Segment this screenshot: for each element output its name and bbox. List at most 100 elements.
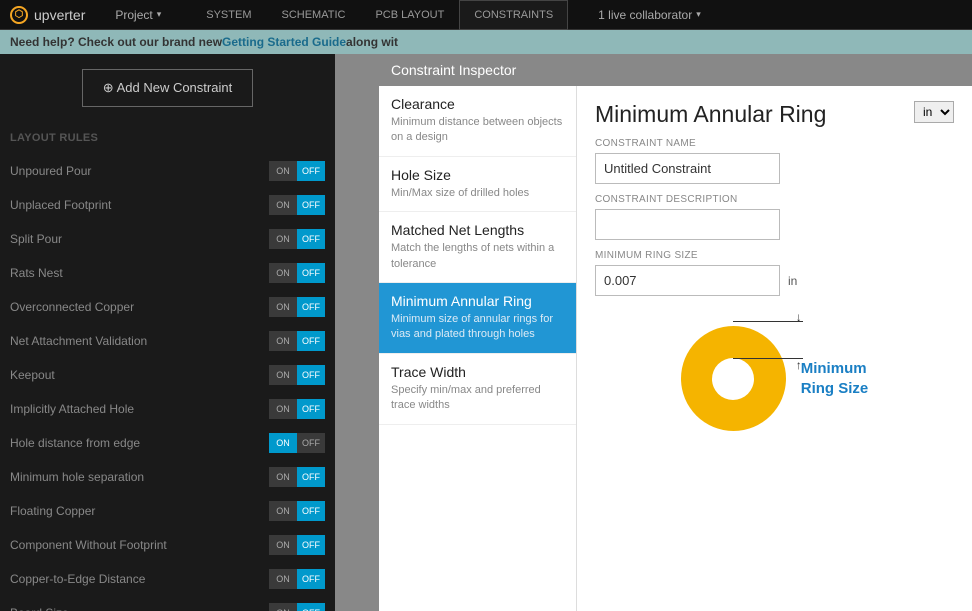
collaborator-dropdown[interactable]: 1 live collaborator ▾ [598, 8, 701, 22]
min-ring-size-input[interactable] [595, 265, 780, 296]
toggle-group: ONOFF [269, 535, 325, 555]
toggle-on[interactable]: ON [269, 501, 297, 521]
logo[interactable]: ⬡ upverter [10, 6, 85, 24]
rule-row: Hole distance from edge ONOFF [10, 426, 325, 460]
toggle-off[interactable]: OFF [297, 399, 325, 419]
toggle-on[interactable]: ON [269, 535, 297, 555]
toggle-off[interactable]: OFF [297, 331, 325, 351]
toggle-on[interactable]: ON [269, 195, 297, 215]
rule-row: Floating CopperONOFF [10, 494, 325, 528]
constraint-type-item[interactable]: Minimum Annular RingMinimum size of annu… [379, 283, 576, 354]
nav-tab-pcb-layout[interactable]: PCB LAYOUT [360, 0, 459, 30]
rule-label: Board Size [10, 606, 69, 611]
section-title: LAYOUT RULES [10, 132, 325, 144]
toggle-on[interactable]: ON [269, 365, 297, 385]
desc-label: CONSTRAINT DESCRIPTION [595, 194, 954, 205]
toggle-on[interactable]: ON [269, 331, 297, 351]
add-constraint-button[interactable]: Add New Constraint [82, 69, 253, 107]
rule-row: Copper-to-Edge Distance ONOFF [10, 562, 325, 596]
toggle-off[interactable]: OFF [297, 161, 325, 181]
toggle-on[interactable]: ON [269, 467, 297, 487]
constraint-type-desc: Specify min/max and preferred trace widt… [391, 383, 564, 414]
toggle-off[interactable]: OFF [297, 297, 325, 317]
constraint-type-title: Trace Width [391, 364, 564, 380]
toggle-group: ONOFF [269, 399, 325, 419]
toggle-off[interactable]: OFF [297, 569, 325, 589]
toggle-on[interactable]: ON [269, 297, 297, 317]
constraint-type-item[interactable]: Hole Size Min/Max size of drilled holes [379, 157, 576, 212]
rule-label: Copper-to-Edge Distance [10, 572, 145, 586]
rule-label: Split Pour [10, 232, 62, 246]
constraint-type-desc: Minimum distance between objects on a de… [391, 115, 564, 146]
diagram-label-line1: Minimum [801, 359, 869, 379]
project-label: Project [115, 8, 152, 22]
getting-started-link[interactable]: Getting Started Guide [222, 35, 346, 49]
constraint-type-title: Matched Net Lengths [391, 222, 564, 238]
toggle-group: ONOFF [269, 501, 325, 521]
constraint-inspector: Constraint Inspector ClearanceMinimum di… [379, 54, 972, 611]
rule-row: Overconnected Copper ONOFF [10, 290, 325, 324]
toggle-group: ONOFF [269, 569, 325, 589]
toggle-on[interactable]: ON [269, 263, 297, 283]
rule-label: Rats Nest [10, 266, 63, 280]
rule-row: Rats Nest ONOFF [10, 256, 325, 290]
rule-row: Component Without FootprintONOFF [10, 528, 325, 562]
rule-label: Hole distance from edge [10, 436, 140, 450]
constraint-type-desc: Minimum size of annular rings for vias a… [391, 312, 564, 343]
rule-label: Overconnected Copper [10, 300, 134, 314]
size-label: MINIMUM RING SIZE [595, 250, 954, 261]
toggle-group: ONOFF [269, 263, 325, 283]
nav-tab-system[interactable]: SYSTEM [191, 0, 266, 30]
toggle-off[interactable]: OFF [297, 263, 325, 283]
toggle-on[interactable]: ON [269, 603, 297, 611]
ring-diagram: ↓ ↑ Minimum Ring Size [595, 326, 954, 431]
toggle-group: ONOFF [269, 161, 325, 181]
rule-label: Minimum hole separation [10, 470, 144, 484]
rule-label: Unpoured Pour [10, 164, 91, 178]
toggle-group: ONOFF [269, 433, 325, 453]
name-label: CONSTRAINT NAME [595, 138, 954, 149]
logo-icon: ⬡ [10, 6, 28, 24]
constraint-type-item[interactable]: ClearanceMinimum distance between object… [379, 86, 576, 157]
toggle-on[interactable]: ON [269, 399, 297, 419]
help-suffix: along wit [346, 35, 398, 49]
toggle-group: ONOFF [269, 365, 325, 385]
toggle-off[interactable]: OFF [297, 467, 325, 487]
toggle-off[interactable]: OFF [297, 501, 325, 521]
chevron-down-icon: ▾ [157, 9, 162, 20]
collab-text: 1 live collaborator [598, 8, 692, 22]
toggle-off[interactable]: OFF [297, 365, 325, 385]
constraint-name-input[interactable] [595, 153, 780, 184]
rule-row: Split Pour ONOFF [10, 222, 325, 256]
project-dropdown[interactable]: Project ▾ [115, 8, 161, 22]
rule-row: Implicitly Attached HoleONOFF [10, 392, 325, 426]
divider-strip [335, 54, 379, 611]
toggle-off[interactable]: OFF [297, 535, 325, 555]
toggle-on[interactable]: ON [269, 433, 297, 453]
rule-label: Net Attachment Validation [10, 334, 147, 348]
constraint-type-desc: Min/Max size of drilled holes [391, 186, 564, 201]
constraints-sidebar: Add New Constraint LAYOUT RULES Unpoured … [0, 54, 335, 611]
toggle-on[interactable]: ON [269, 569, 297, 589]
constraint-type-title: Hole Size [391, 167, 564, 183]
toggle-off[interactable]: OFF [297, 229, 325, 249]
size-unit: in [788, 274, 797, 288]
constraint-type-item[interactable]: Trace Width Specify min/max and preferred… [379, 354, 576, 425]
rule-row: KeepoutONOFF [10, 358, 325, 392]
toggle-group: ONOFF [269, 603, 325, 611]
unit-select[interactable]: in [914, 101, 954, 123]
constraint-desc-input[interactable] [595, 209, 780, 240]
nav-tabs: SYSTEMSCHEMATICPCB LAYOUTCONSTRAINTS [191, 0, 568, 30]
nav-tab-schematic[interactable]: SCHEMATIC [266, 0, 360, 30]
constraint-type-desc: Match the lengths of nets within a toler… [391, 241, 564, 272]
nav-tab-constraints[interactable]: CONSTRAINTS [459, 0, 568, 30]
rule-row: Board Size ONOFF [10, 596, 325, 611]
toggle-group: ONOFF [269, 467, 325, 487]
constraint-type-item[interactable]: Matched Net Lengths Match the lengths of … [379, 212, 576, 283]
toggle-off[interactable]: OFF [297, 433, 325, 453]
toggle-off[interactable]: OFF [297, 195, 325, 215]
toggle-on[interactable]: ON [269, 161, 297, 181]
toggle-on[interactable]: ON [269, 229, 297, 249]
dimension-line-top [733, 321, 803, 322]
toggle-off[interactable]: OFF [297, 603, 325, 611]
